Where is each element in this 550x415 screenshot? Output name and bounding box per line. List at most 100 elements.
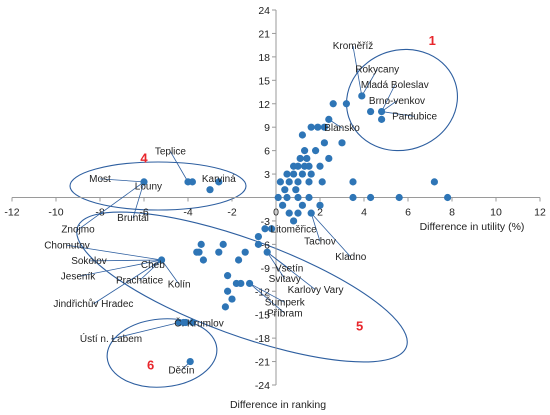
data-point [307,123,315,131]
data-point [316,201,324,209]
data-point [224,287,232,295]
data-point [301,147,309,155]
data-point [237,279,245,288]
y-tick-label: 6 [264,146,270,158]
point-label: Louny [135,182,162,193]
point-label: Mladá Boleslav [361,80,429,91]
y-axis-title: Difference in ranking [230,399,326,411]
data-point [193,248,201,256]
y-tick-label: 21 [258,28,270,40]
x-tick-label: -6 [139,207,148,219]
data-point [320,139,328,147]
y-tick-label: 15 [258,75,270,87]
x-tick-label: 0 [273,207,279,219]
data-point [188,178,196,186]
point-label: Kolín [168,279,191,290]
point-labels: Kroměříž Rokycany Mladá Boleslav Brno-venko… [44,41,437,376]
point-label: Vsetín [275,264,303,275]
data-point [349,178,357,186]
data-point [283,193,291,202]
data-point [298,201,306,209]
leader-line [110,322,180,340]
leader-line [266,251,286,280]
x-tick-label: -8 [95,207,104,219]
data-point [283,170,291,178]
point-label: Chomutov [44,240,90,251]
point-label: Svitavy [269,274,301,285]
point-label: Č. Krumlov [174,316,223,329]
point-label: Jeseník [61,272,96,283]
data-point [329,100,337,108]
data-point [378,115,386,123]
data-point [367,193,375,202]
data-point [235,256,243,264]
data-point [268,225,276,233]
data-point [367,107,375,116]
leader-line [77,259,162,277]
data-point [279,201,287,209]
data-point [296,154,304,163]
group-number: 6 [147,357,154,372]
data-point [158,256,166,264]
data-point [215,248,223,256]
group-ellipse [345,48,459,152]
y-tick-label: -15 [255,310,270,322]
data-point [206,186,214,194]
x-axis-title: Difference in utility (%) [420,221,525,233]
data-point [263,248,271,256]
y-tick-label: -9 [261,263,270,275]
data-point [430,178,438,186]
data-point [199,256,207,264]
data-point [316,162,324,170]
group-number: 5 [356,318,363,333]
group-ellipse [76,211,408,363]
leader-line [249,283,285,303]
leader-line [139,259,162,281]
x-tick-label: -4 [183,207,192,219]
leader-line [93,259,162,305]
group-ellipse [69,161,247,211]
x-tick-label: 2 [317,207,323,219]
data-point [215,178,223,186]
data-point [314,123,322,131]
data-point [298,131,306,139]
leader-line [361,69,378,97]
point-label: Teplice [155,147,187,158]
leader-line [310,212,352,258]
point-label: Pardubice [392,111,437,122]
point-label: Litoměřice [271,225,318,236]
data-point [188,318,196,327]
data-point [261,225,269,233]
leader-line [99,178,145,183]
point-label: Most [89,174,111,185]
data-point [290,170,298,178]
data-point [358,92,366,100]
point-label: Příbram [267,308,303,319]
data-point [290,217,298,225]
data-point [349,193,357,202]
data-point [241,248,249,256]
leader-line [381,111,415,117]
data-point [307,209,315,217]
group-labels: 1 4 5 6 [140,33,435,372]
data-point [294,162,302,170]
data-point [307,170,315,178]
x-tick-label: 10 [490,207,502,219]
y-tick-label: 9 [264,122,270,134]
data-point [285,178,293,186]
data-point [224,272,232,280]
point-label: Karlovy Vary [288,285,344,296]
data-point [219,240,227,248]
data-point [303,154,311,163]
data-point [221,303,229,311]
point-label: Ústí n. Labem [80,332,142,345]
data-points [140,92,452,366]
axes: -12 -10 -8 -6 -4 -2 0 2 4 6 8 10 12-24-21-18-15-12-9… [4,5,546,392]
data-point [292,186,300,194]
x-tick-label: 4 [361,207,367,219]
data-point [395,193,403,202]
data-point [294,209,302,217]
group-ellipse [106,318,218,388]
data-point [294,178,302,186]
data-point [285,209,293,217]
